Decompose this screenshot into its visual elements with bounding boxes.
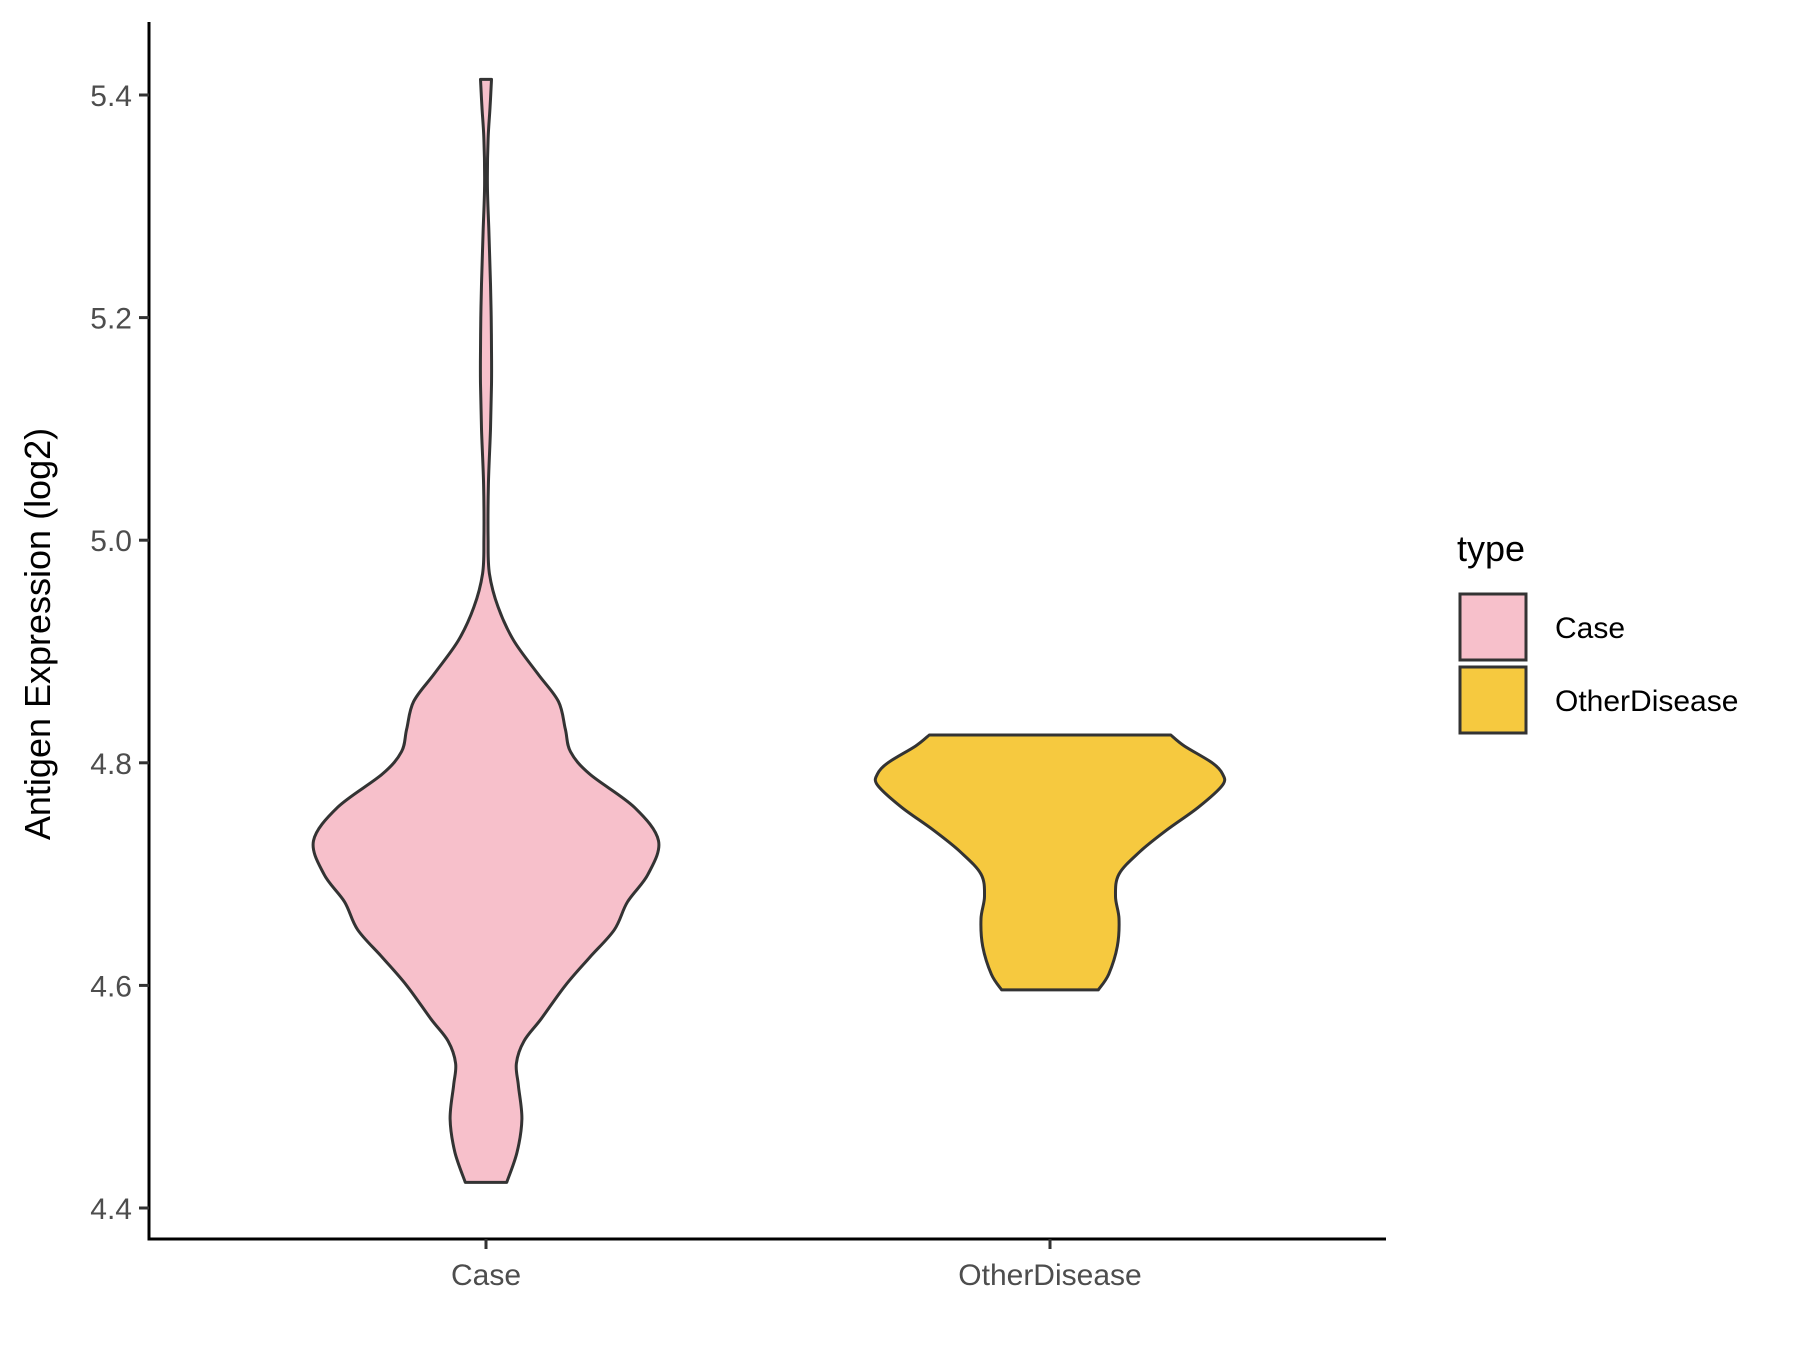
y-tick-label-4.8: 4.8 <box>90 748 132 781</box>
y-tick-label-5.4: 5.4 <box>90 80 132 113</box>
violin-otherdisease <box>873 733 1227 992</box>
x-tick-label-otherdisease: OtherDisease <box>958 1259 1141 1292</box>
y-tick-label-5.2: 5.2 <box>90 303 132 336</box>
legend-swatch-otherdisease <box>1458 665 1528 735</box>
y-tick-label-4.6: 4.6 <box>90 970 132 1003</box>
x-tick-label-case: Case <box>451 1259 521 1292</box>
legend-swatch-case <box>1458 592 1528 662</box>
legend-label-case: Case <box>1555 612 1625 645</box>
y-axis-title: Antigen Expression (log2) <box>17 428 58 840</box>
violin-case <box>311 77 661 1184</box>
legend-item-otherdisease: OtherDisease <box>1458 665 1738 735</box>
legend: type Case OtherDisease <box>1457 528 1738 735</box>
legend-item-case: Case <box>1458 592 1625 662</box>
plot-area: 4.4 4.6 4.8 5.0 5.2 5.4 Case OtherDisease <box>90 22 1386 1292</box>
legend-title: type <box>1457 528 1525 569</box>
legend-label-otherdisease: OtherDisease <box>1555 685 1738 718</box>
y-tick-label-5.0: 5.0 <box>90 525 132 558</box>
y-tick-label-4.4: 4.4 <box>90 1193 132 1226</box>
